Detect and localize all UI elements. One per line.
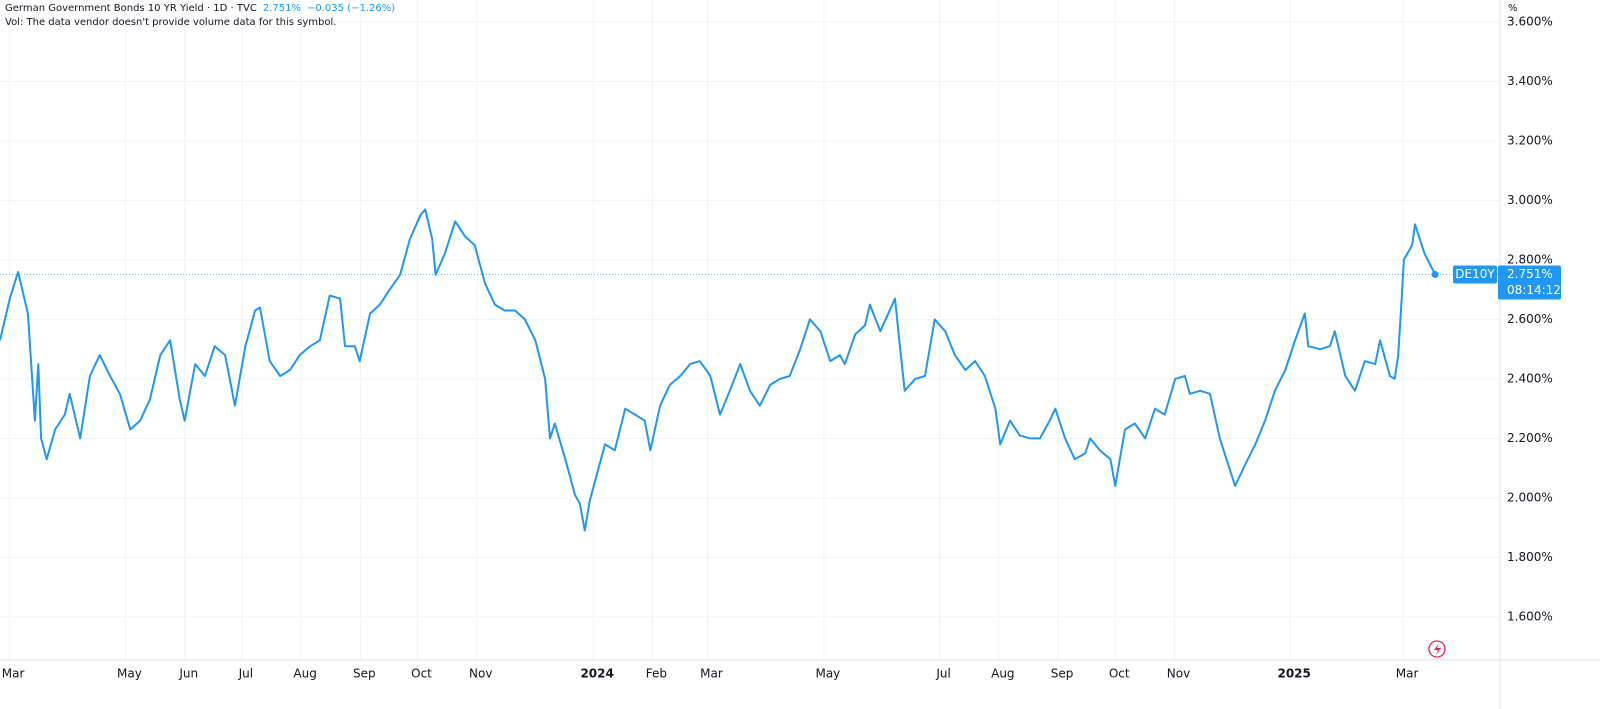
last-point <box>1431 271 1439 279</box>
x-tick-label: Nov <box>469 667 492 681</box>
marks <box>0 208 1500 532</box>
y-tick-label: 3.600% <box>1507 15 1553 29</box>
x-tick-label: Aug <box>991 667 1014 681</box>
x-tick-label: May <box>117 667 142 681</box>
x-tick-label: Jul <box>238 667 253 681</box>
x-tick-label: Mar <box>700 667 723 681</box>
countdown-label: 08:14:12 <box>1507 283 1561 297</box>
change: −0.035 (−1.26%) <box>307 3 395 14</box>
x-tick-label: Aug <box>293 667 316 681</box>
icon-bolt[interactable] <box>1434 643 1441 655</box>
x-tick-label: Oct <box>411 667 432 681</box>
y-tick-label: 3.000% <box>1507 193 1553 207</box>
x-tick-label: 2024 <box>580 667 613 681</box>
y-tick-label: 3.400% <box>1507 74 1553 88</box>
symbol-label: DE10Y <box>1455 267 1495 281</box>
x-tick-label: Mar <box>1396 667 1419 681</box>
x-tick-label: Oct <box>1109 667 1130 681</box>
x-tick-label: Jun <box>178 667 198 681</box>
x-tick-label: Mar <box>2 667 25 681</box>
icon-circle[interactable] <box>1428 640 1446 658</box>
price-label: 2.751% <box>1507 267 1553 281</box>
x-tick-label: May <box>815 667 840 681</box>
y-tick-label: 2.200% <box>1507 431 1553 445</box>
y-tick-label: 1.600% <box>1507 609 1553 623</box>
x-tick-label: Sep <box>1051 667 1074 681</box>
subtitle: Vol: The data vendor doesn't provide vol… <box>5 17 336 28</box>
icon[interactable] <box>1428 640 1446 658</box>
x-tick-label: Feb <box>646 667 667 681</box>
price-box <box>1498 265 1561 300</box>
y-tick-label: 2.600% <box>1507 312 1553 326</box>
x-tick-label: Sep <box>353 667 376 681</box>
x-tick-label: Nov <box>1167 667 1190 681</box>
x-tick-label: Jul <box>935 667 950 681</box>
y-tick-label: 3.200% <box>1507 133 1553 147</box>
y-tick-label: 2.800% <box>1507 252 1553 266</box>
x-tick-label: 2025 <box>1277 667 1310 681</box>
symbol-box <box>1453 265 1497 284</box>
labels: 1.600% 1.800% 2.000% 2.200% 2.400% 2.600% 2.80… <box>2 15 1561 681</box>
y-tick-label: 2.400% <box>1507 371 1553 385</box>
y-tick-label: 1.800% <box>1507 550 1553 564</box>
header: German Government Bonds 10 YR Yield · 1D… <box>5 3 395 14</box>
last-value: 2.751% <box>263 3 301 14</box>
series-line <box>0 208 1437 532</box>
y-unit: % <box>1508 3 1518 14</box>
y-tick-label: 2.000% <box>1507 490 1553 504</box>
chart-title: German Government Bonds 10 YR Yield · 1D… <box>5 3 257 14</box>
grid <box>0 0 1500 660</box>
